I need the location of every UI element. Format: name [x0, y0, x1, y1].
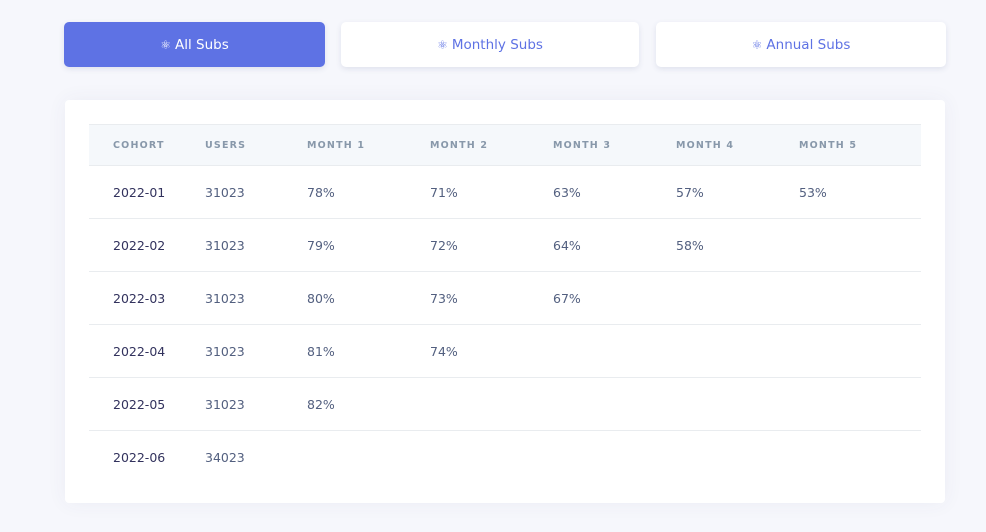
retention-cell: 79%	[307, 218, 430, 272]
tab-monthly-subs[interactable]: ⚛ Monthly Subs	[341, 22, 639, 67]
users-cell: 34023	[205, 449, 245, 465]
cohort-cell: 2022-04	[89, 324, 205, 378]
tab-label: Monthly Subs	[451, 36, 543, 53]
tab-label: All Subs	[175, 36, 229, 53]
retention-cell: 64%	[553, 218, 676, 272]
retention-cell	[430, 377, 553, 431]
retention-cell	[430, 431, 553, 484]
column-header: MONTH 4	[676, 124, 799, 166]
retention-cell: 80%	[307, 271, 430, 325]
retention-cell	[676, 271, 799, 325]
tab-annual-subs[interactable]: ⚛ Annual Subs	[656, 22, 946, 67]
table-row: 2022-06 34023	[89, 431, 921, 484]
retention-cell: 63%	[553, 165, 676, 219]
retention-cell	[799, 377, 921, 431]
retention-cell: 67%	[553, 271, 676, 325]
table-row: 2022-05 31023 82%	[89, 377, 921, 431]
retention-cell: 72%	[430, 218, 553, 272]
retention-cell	[307, 431, 430, 484]
retention-cell	[799, 324, 921, 378]
users-cell: 31023	[205, 218, 307, 272]
table-row: 2022-04 31023 81% 74%	[89, 324, 921, 378]
users-cell: 31023	[205, 324, 307, 378]
users-cell: 31023	[205, 165, 307, 219]
retention-cell: 82%	[307, 377, 430, 431]
tab-label: Annual Subs	[766, 36, 851, 53]
cohort-cell: 2022-02	[89, 218, 205, 272]
cohort-cell: 2022-05	[89, 377, 205, 431]
table-row: 2022-03 31023 80% 73% 67%	[89, 271, 921, 325]
column-header: USERS	[205, 124, 307, 166]
retention-cell	[553, 431, 676, 484]
users-cell: 31023	[205, 377, 307, 431]
column-header: MONTH 5	[799, 124, 921, 166]
retention-cell	[799, 218, 921, 272]
cohort-cell: 2022-06	[113, 449, 166, 465]
retention-cell	[676, 377, 799, 431]
atom-icon: ⚛	[437, 37, 448, 52]
retention-cell	[799, 271, 921, 325]
retention-cell: 74%	[430, 324, 553, 378]
atom-icon: ⚛	[751, 37, 763, 52]
column-header: COHORT	[89, 124, 205, 166]
retention-cell	[553, 377, 676, 431]
retention-cell	[676, 324, 799, 378]
column-header: MONTH 1	[307, 124, 430, 166]
atom-icon: ⚛	[160, 37, 171, 52]
column-header: MONTH 3	[553, 124, 676, 166]
retention-cell: 71%	[430, 165, 553, 219]
retention-cell: 58%	[676, 218, 799, 272]
cohort-cell: 2022-01	[89, 165, 205, 219]
retention-cell	[676, 431, 799, 484]
retention-cell: 81%	[307, 324, 430, 378]
table-row: 2022-01 31023 78% 71% 63% 57% 53%	[89, 165, 921, 219]
column-header: MONTH 2	[430, 124, 553, 166]
retention-cell	[553, 324, 676, 378]
cohort-cell: 2022-03	[89, 271, 205, 325]
tab-all-subs[interactable]: ⚛ All Subs	[64, 22, 325, 67]
users-cell: 31023	[205, 271, 307, 325]
retention-cell: 73%	[430, 271, 553, 325]
retention-cell	[799, 431, 921, 484]
retention-cell: 53%	[799, 165, 921, 219]
retention-cell: 78%	[307, 165, 430, 219]
retention-cell: 57%	[676, 165, 799, 219]
table-row: 2022-02 31023 79% 72% 64% 58%	[89, 218, 921, 272]
